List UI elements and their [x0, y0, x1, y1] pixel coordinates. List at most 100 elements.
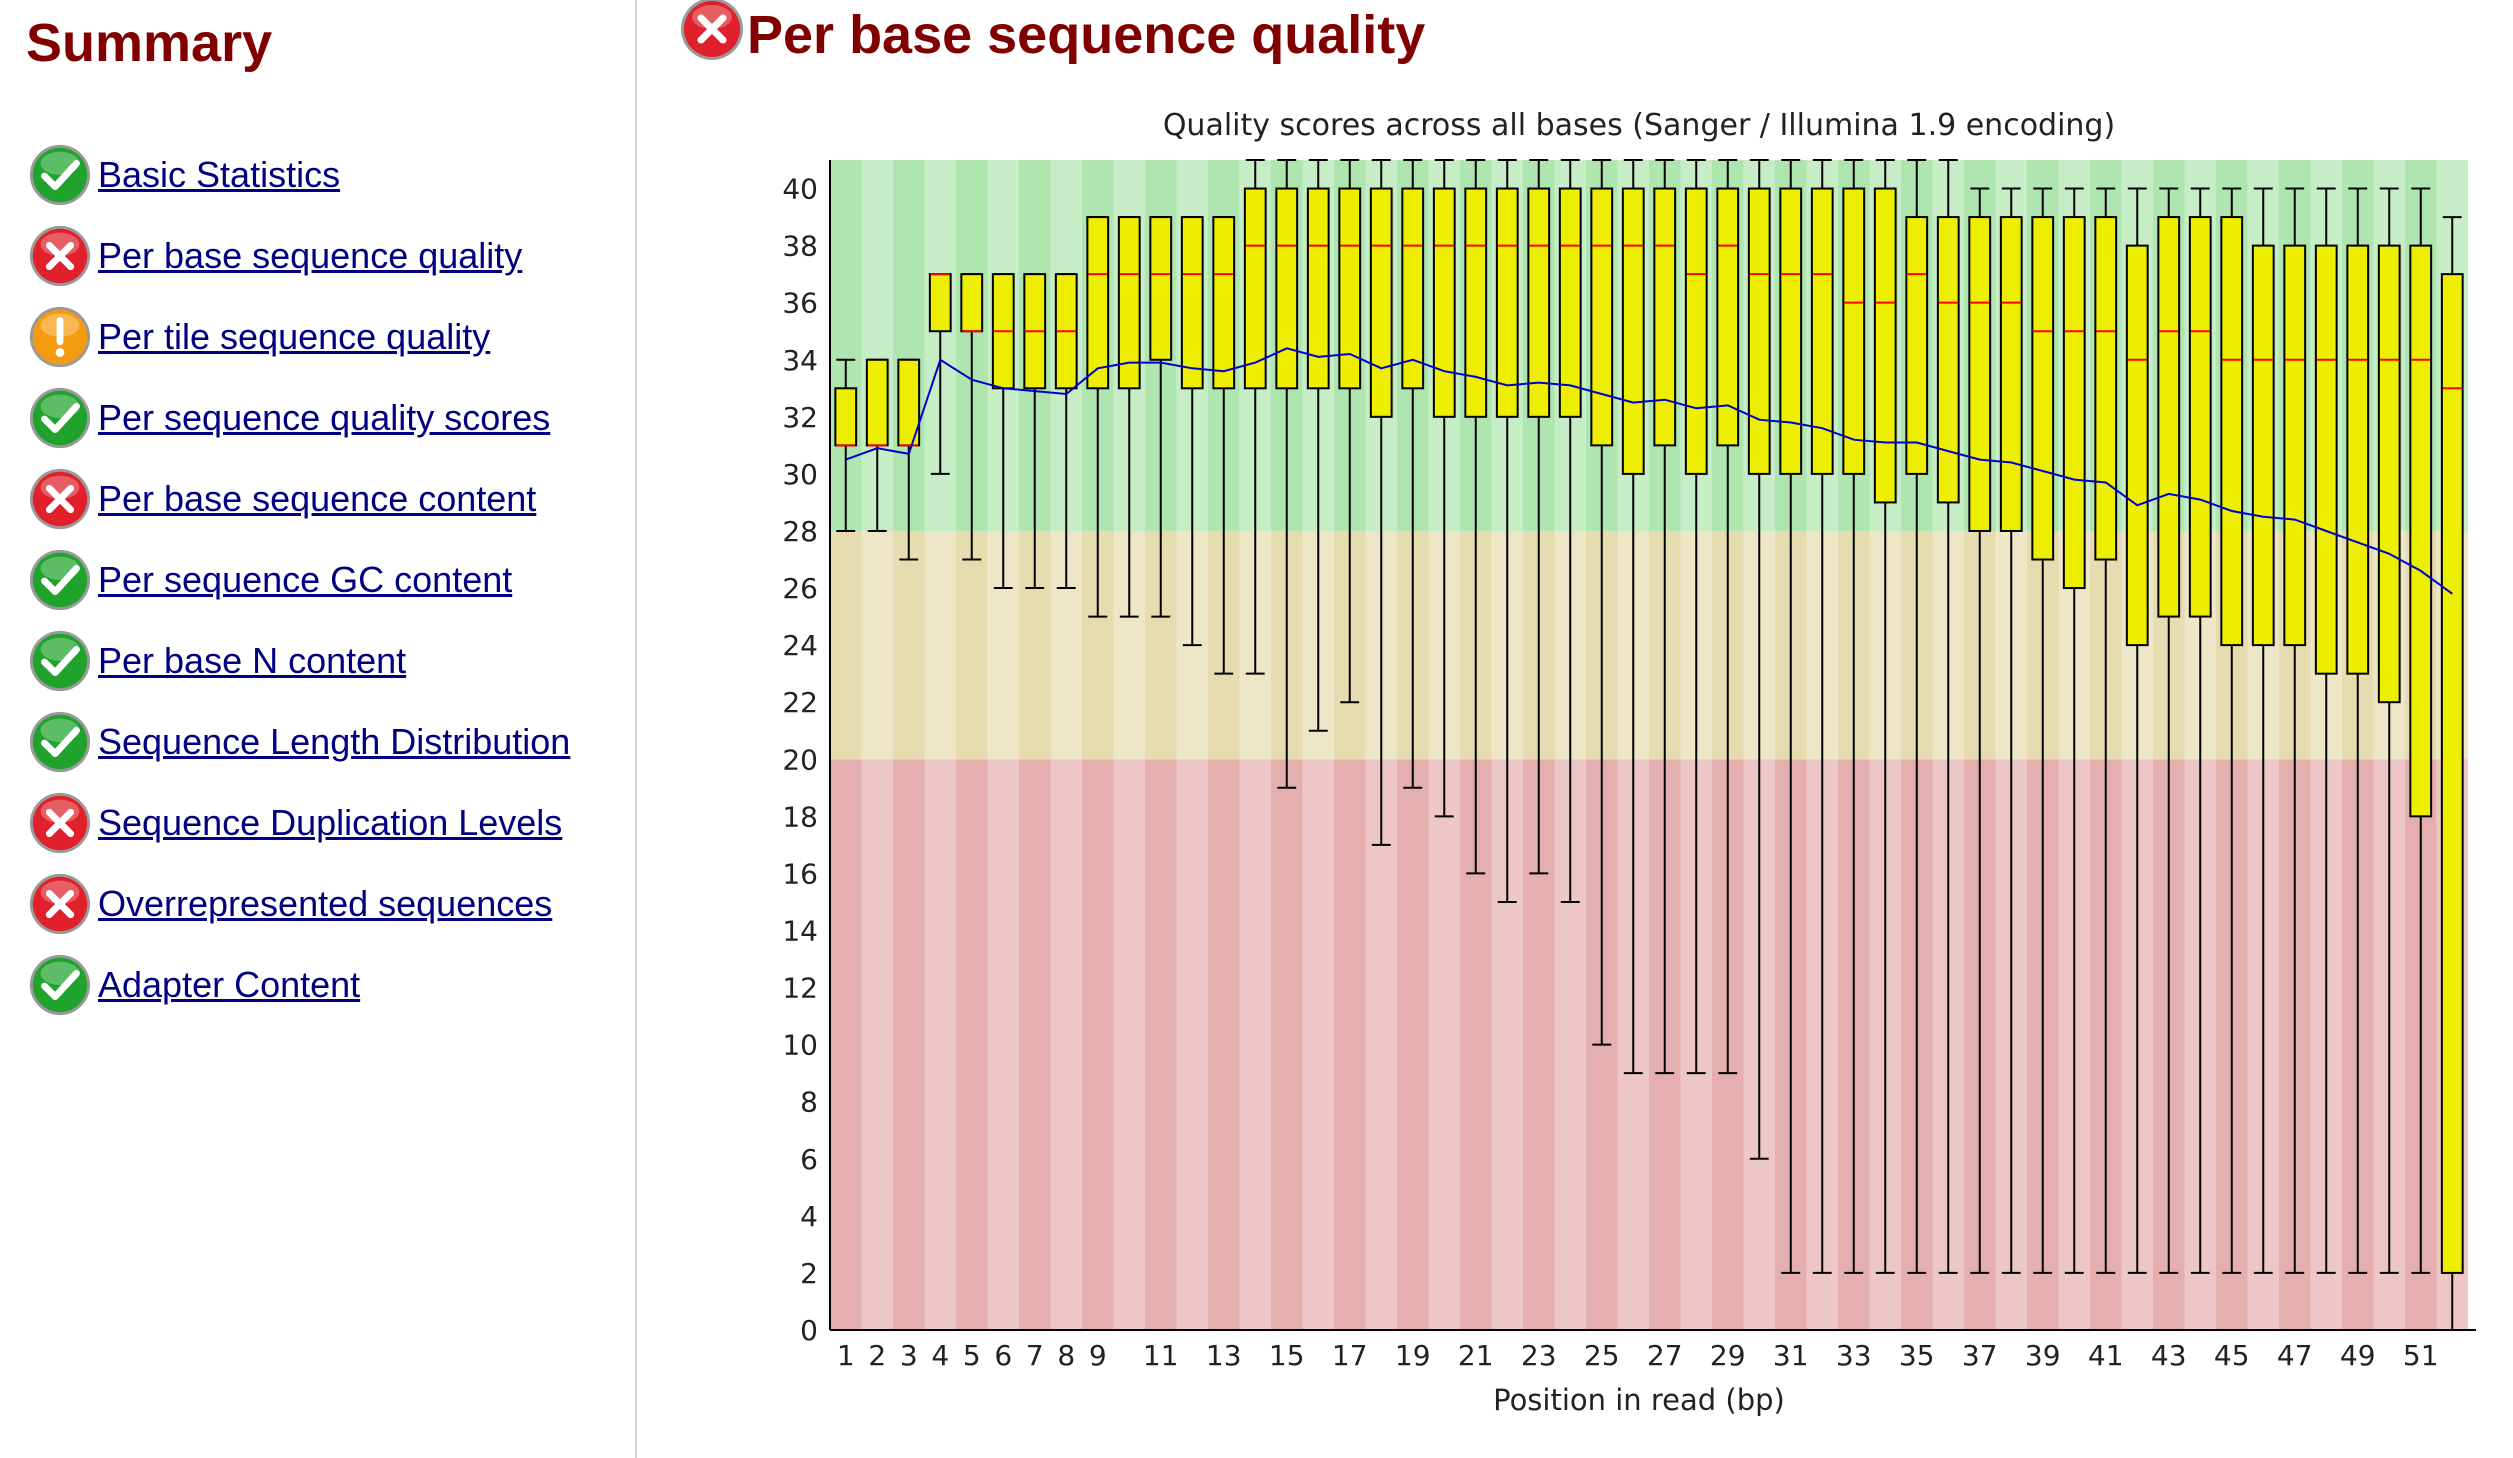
iqr-box — [1180, 216, 1204, 390]
pass-icon — [29, 711, 91, 773]
module-link[interactable]: Per base N content — [98, 640, 407, 681]
x-tick-label: 4 — [931, 1339, 949, 1372]
iqr-box — [865, 358, 889, 447]
module-link[interactable]: Per sequence GC content — [98, 559, 513, 600]
warning-icon — [29, 306, 91, 368]
iqr-box — [2157, 216, 2181, 618]
box-position-47 — [2283, 187, 2307, 1274]
iqr-box — [1590, 187, 1614, 447]
x-tick-label: 29 — [1710, 1339, 1746, 1372]
y-tick-label: 8 — [800, 1086, 818, 1119]
box-position-21 — [1464, 159, 1488, 875]
iqr-box — [2251, 244, 2275, 647]
iqr-box — [1905, 216, 1929, 475]
x-axis: 1 2 3 4 5 6 7 8 9 11 13 15 17 19 21 23 25 27 29 31 33 35 37 39 4… — [837, 1339, 2439, 1372]
module-item: Sequence Length Distribution — [26, 707, 570, 777]
module-item: Per base sequence content — [26, 464, 536, 534]
iqr-box — [1716, 187, 1740, 447]
box-position-39 — [2031, 187, 2055, 1274]
iqr-box — [1275, 187, 1299, 390]
y-tick-label: 4 — [800, 1200, 818, 1233]
box-position-4 — [928, 273, 952, 475]
pass-icon — [29, 954, 91, 1016]
module-link[interactable]: Basic Statistics — [98, 154, 341, 195]
module-item: Per sequence GC content — [26, 545, 512, 615]
iqr-box — [1999, 216, 2023, 532]
module-link[interactable]: Per tile sequence quality — [98, 316, 491, 357]
module-link[interactable]: Sequence Duplication Levels — [98, 802, 563, 843]
iqr-box — [2440, 273, 2464, 1274]
page-title: Per base sequence quality — [747, 5, 1426, 65]
x-tick-label: 35 — [1899, 1339, 1935, 1372]
x-tick-label: 7 — [1026, 1339, 1044, 1372]
iqr-box — [1243, 187, 1267, 390]
iqr-box — [1212, 216, 1236, 390]
x-tick-label: 51 — [2403, 1339, 2439, 1372]
module-link[interactable]: Per base sequence content — [98, 478, 537, 519]
x-tick-label: 21 — [1458, 1339, 1494, 1372]
box-position-44 — [2188, 187, 2212, 1274]
box-position-22 — [1495, 159, 1519, 903]
y-tick-label: 24 — [782, 629, 818, 662]
main-panel: Per base sequence quality Quality scores… — [637, 0, 2513, 1458]
box-position-40 — [2062, 187, 2086, 1274]
box-position-17 — [1338, 159, 1362, 704]
iqr-box — [1117, 216, 1141, 390]
box-position-16 — [1306, 159, 1330, 732]
iqr-box — [1432, 187, 1456, 418]
fail-icon — [681, 0, 743, 60]
x-tick-label: 27 — [1647, 1339, 1683, 1372]
iqr-box — [1936, 216, 1960, 504]
quality-boxplot-chart: Quality scores across all bases (Sanger … — [782, 108, 2476, 1417]
box-position-6 — [991, 273, 1015, 590]
iqr-box — [1401, 187, 1425, 390]
y-tick-label: 32 — [782, 401, 818, 434]
box-position-50 — [2377, 187, 2401, 1274]
x-tick-label: 9 — [1089, 1339, 1107, 1372]
box-position-51 — [2409, 187, 2433, 1274]
summary-sidebar: Summary Basic Statistics Per base sequenc… — [0, 0, 637, 1458]
pass-icon — [29, 387, 91, 449]
module-link[interactable]: Overrepresented sequences — [98, 883, 553, 924]
module-item: Overrepresented sequences — [26, 869, 552, 939]
iqr-box — [2062, 216, 2086, 590]
iqr-box — [928, 273, 952, 333]
y-tick-label: 36 — [782, 287, 818, 320]
x-tick-label: 39 — [2025, 1339, 2061, 1372]
x-tick-label: 6 — [994, 1339, 1012, 1372]
module-item: Basic Statistics — [26, 140, 340, 210]
x-tick-label: 23 — [1521, 1339, 1557, 1372]
box-position-49 — [2346, 187, 2370, 1274]
x-axis-label: Position in read (bp) — [1493, 1383, 1785, 1417]
module-link[interactable]: Per base sequence quality — [98, 235, 523, 276]
box-series — [834, 159, 2464, 1331]
y-tick-label: 40 — [782, 173, 818, 206]
y-tick-label: 10 — [782, 1029, 818, 1062]
box-position-15 — [1275, 159, 1299, 789]
module-link[interactable]: Per sequence quality scores — [98, 397, 551, 438]
fail-icon — [29, 792, 91, 854]
iqr-box — [1306, 187, 1330, 390]
box-position-35 — [1905, 159, 1929, 1274]
y-tick-label: 14 — [782, 914, 818, 947]
iqr-box — [1086, 216, 1110, 390]
iqr-box — [1369, 187, 1393, 418]
box-position-37 — [1968, 187, 1992, 1274]
box-position-20 — [1432, 159, 1456, 818]
iqr-box — [2283, 244, 2307, 647]
module-link[interactable]: Sequence Length Distribution — [98, 721, 571, 762]
y-tick-label: 6 — [800, 1143, 818, 1176]
x-tick-label: 3 — [900, 1339, 918, 1372]
box-position-43 — [2157, 187, 2181, 1274]
x-tick-label: 33 — [1836, 1339, 1872, 1372]
x-tick-label: 2 — [868, 1339, 886, 1372]
fail-icon — [29, 225, 91, 287]
box-position-23 — [1527, 159, 1551, 875]
iqr-box — [2314, 244, 2338, 675]
box-position-36 — [1936, 159, 1960, 1274]
box-position-1 — [834, 358, 858, 532]
box-position-52 — [2440, 216, 2464, 1331]
module-link[interactable]: Adapter Content — [98, 964, 361, 1005]
y-tick-label: 16 — [782, 857, 818, 890]
box-position-33 — [1842, 159, 1866, 1274]
